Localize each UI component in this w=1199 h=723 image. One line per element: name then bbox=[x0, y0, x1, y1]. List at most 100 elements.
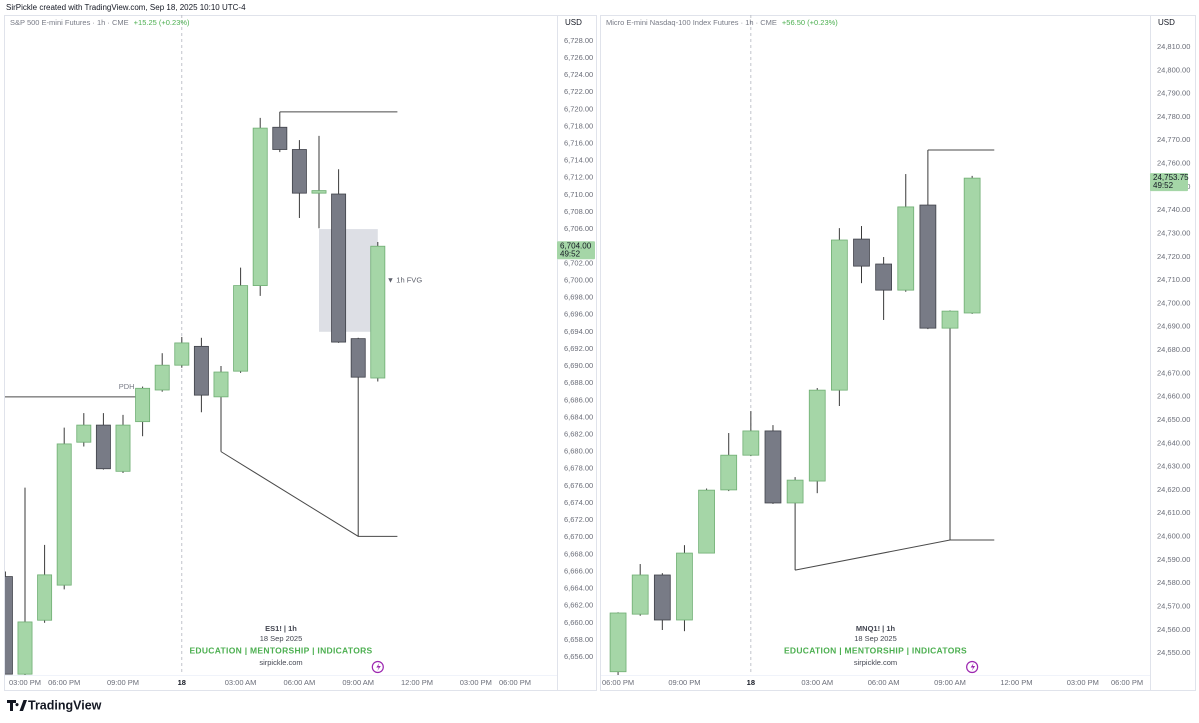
y-tick-label: 6,680.00 bbox=[564, 447, 593, 456]
x-tick-label: 09:00 PM bbox=[668, 678, 700, 687]
y-tick-label: 6,696.00 bbox=[564, 310, 593, 319]
currency: USD bbox=[1158, 18, 1175, 27]
candle-body bbox=[115, 424, 131, 472]
candle-body bbox=[963, 177, 981, 314]
y-tick-label: 24,640.00 bbox=[1157, 438, 1190, 447]
credit: SirPickle created with TradingView.com, … bbox=[6, 3, 246, 12]
candle-body bbox=[720, 454, 738, 491]
y-tick-label: 6,678.00 bbox=[564, 464, 593, 473]
candle-body bbox=[370, 245, 386, 379]
candle-body bbox=[154, 364, 170, 391]
y-tick-label: 24,690.00 bbox=[1157, 322, 1190, 331]
candle-body bbox=[698, 489, 715, 554]
pdh-label: PDH bbox=[119, 382, 135, 391]
x-tick-label: 06:00 PM bbox=[1111, 678, 1143, 687]
countdown: 49:52 bbox=[1153, 181, 1174, 190]
candle-body bbox=[5, 576, 13, 675]
y-tick-label: 6,720.00 bbox=[564, 104, 593, 113]
y-tick-label: 6,708.00 bbox=[564, 207, 593, 216]
y-tick-label: 24,630.00 bbox=[1157, 462, 1190, 471]
y-tick-label: 6,728.00 bbox=[564, 36, 593, 45]
y-tick-label: 24,580.00 bbox=[1157, 578, 1190, 587]
x-tick-label: 03:00 PM bbox=[9, 678, 41, 687]
y-tick-label: 24,740.00 bbox=[1157, 205, 1190, 214]
y-tick-label: 6,672.00 bbox=[564, 515, 593, 524]
candle-body bbox=[919, 204, 937, 329]
y-tick-label: 6,688.00 bbox=[564, 378, 593, 387]
currency: USD bbox=[565, 18, 582, 27]
y-tick-label: 6,698.00 bbox=[564, 293, 593, 302]
x-tick-label: 09:00 PM bbox=[107, 678, 139, 687]
watermark-site: sirpickle.com bbox=[259, 658, 302, 667]
candle-body bbox=[76, 424, 92, 443]
candle-body bbox=[272, 126, 288, 150]
y-tick-label: 6,676.00 bbox=[564, 481, 593, 490]
fvg-label: ▼ 1h FVG bbox=[387, 275, 423, 284]
y-tick-label: 6,710.00 bbox=[564, 190, 593, 199]
plot-area bbox=[609, 15, 995, 675]
y-tick-label: 24,620.00 bbox=[1157, 485, 1190, 494]
y-tick-label: 24,700.00 bbox=[1157, 298, 1190, 307]
y-tick-label: 6,662.00 bbox=[564, 601, 593, 610]
y-tick-label: 6,674.00 bbox=[564, 498, 593, 507]
watermark-tagline: EDUCATION | MENTORSHIP | INDICATORS bbox=[784, 645, 967, 655]
y-tick-label: 6,716.00 bbox=[564, 139, 593, 148]
y-tick-label: 24,770.00 bbox=[1157, 135, 1190, 144]
candle-body bbox=[95, 424, 111, 470]
y-tick-label: 6,660.00 bbox=[564, 618, 593, 627]
x-tick-label: 12:00 PM bbox=[401, 678, 433, 687]
candle-body bbox=[941, 310, 959, 329]
last-price-tag bbox=[1150, 173, 1188, 192]
y-tick-label: 6,670.00 bbox=[564, 532, 593, 541]
y-tick-label: 6,722.00 bbox=[564, 87, 593, 96]
y-tick-label: 6,686.00 bbox=[564, 395, 593, 404]
x-tick-label: 03:00 AM bbox=[225, 678, 257, 687]
y-tick-label: 24,660.00 bbox=[1157, 392, 1190, 401]
y-tick-label: 6,690.00 bbox=[564, 361, 593, 370]
y-tick-label: 24,670.00 bbox=[1157, 368, 1190, 377]
alert-icon-bolt bbox=[970, 663, 976, 671]
y-tick-label: 24,780.00 bbox=[1157, 112, 1190, 121]
x-tick-label: 06:00 AM bbox=[868, 678, 900, 687]
candle-body bbox=[830, 239, 848, 391]
y-tick-label: 6,682.00 bbox=[564, 429, 593, 438]
watermark-site: sirpickle.com bbox=[854, 658, 897, 667]
candle-body bbox=[37, 574, 53, 621]
trend-line bbox=[795, 539, 995, 571]
watermark-date: 18 Sep 2025 bbox=[854, 634, 897, 643]
y-tick-label: 24,570.00 bbox=[1157, 601, 1190, 610]
y-tick-label: 6,726.00 bbox=[564, 53, 593, 62]
candle-body bbox=[56, 443, 72, 586]
candle-body bbox=[609, 612, 627, 673]
y-tick-label: 6,712.00 bbox=[564, 173, 593, 182]
x-tick-label: 18 bbox=[178, 678, 186, 687]
y-tick-label: 6,668.00 bbox=[564, 549, 593, 558]
y-tick-label: 6,714.00 bbox=[564, 156, 593, 165]
watermark-tagline: EDUCATION | MENTORSHIP | INDICATORS bbox=[189, 645, 372, 655]
candle-body bbox=[676, 552, 693, 621]
x-tick-label: 03:00 AM bbox=[801, 678, 833, 687]
tradingview-logo: TradingView bbox=[7, 698, 102, 712]
x-tick-label: 09:00 AM bbox=[342, 678, 374, 687]
y-tick-label: 6,656.00 bbox=[564, 652, 593, 661]
y-tick-label: 6,724.00 bbox=[564, 70, 593, 79]
candle-body bbox=[808, 389, 826, 482]
x-tick-label: 09:00 AM bbox=[934, 678, 966, 687]
alert-icon bbox=[966, 660, 979, 674]
watermark-symbol: MNQ1! | 1h bbox=[856, 624, 896, 633]
y-tick-label: 24,800.00 bbox=[1157, 65, 1190, 74]
y-tick-label: 6,692.00 bbox=[564, 344, 593, 353]
panel-frame bbox=[4, 15, 597, 691]
x-tick-label: 03:00 PM bbox=[1067, 678, 1099, 687]
chart-title: S&P 500 E-mini Futures · 1h · CME bbox=[10, 18, 129, 27]
y-tick-label: 24,760.00 bbox=[1157, 159, 1190, 168]
y-tick-label: 24,810.00 bbox=[1157, 42, 1190, 51]
y-tick-label: 24,710.00 bbox=[1157, 275, 1190, 284]
y-tick-label: 6,700.00 bbox=[564, 275, 593, 284]
candle-body bbox=[875, 263, 892, 291]
brand: TradingView bbox=[28, 698, 102, 712]
price-change: +15.25 (+0.23%) bbox=[134, 18, 190, 27]
y-tick-label: 24,730.00 bbox=[1157, 228, 1190, 237]
y-tick-label: 24,590.00 bbox=[1157, 555, 1190, 564]
